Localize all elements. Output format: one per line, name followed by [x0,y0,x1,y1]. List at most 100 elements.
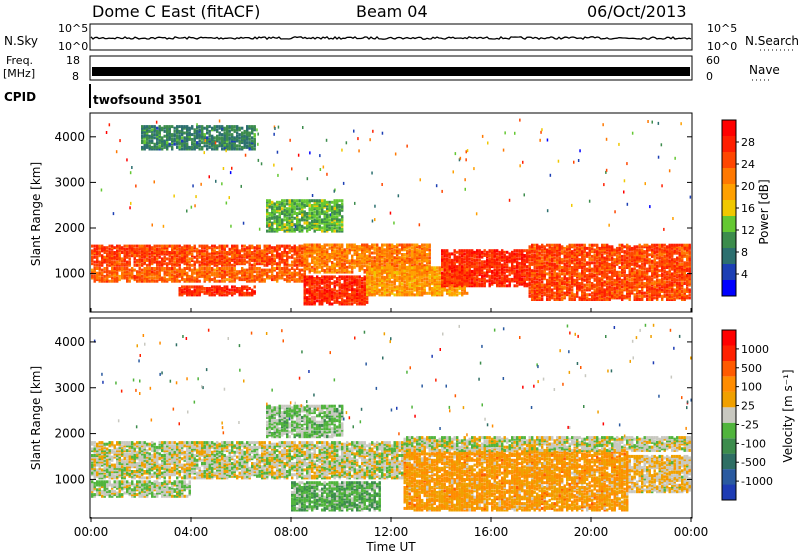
power-cell [521,249,523,252]
power-cell [359,275,361,278]
power-band-3 [304,275,369,305]
power-cell [279,253,281,256]
power-cell [621,266,623,269]
power-cell [334,250,336,253]
power-cell [136,270,138,273]
power-cell [464,264,466,267]
power-cell [181,269,183,272]
power-cell [471,257,473,260]
power-cell [479,278,481,281]
power-cell [604,244,606,247]
power-cell [621,258,623,261]
power-cell [589,272,591,275]
power-cell [191,246,193,249]
power-cell [161,245,163,248]
power-cell [194,289,196,292]
power-cell [476,249,478,252]
power-cell [276,272,278,275]
power-cell [121,262,123,265]
power-cell [539,245,541,248]
power-cell [104,278,106,281]
power-cell [254,267,256,270]
power-cell [359,245,361,248]
power-cell [254,275,256,278]
power-cell [411,247,413,250]
power-cell [406,273,408,276]
power-cell [384,244,386,247]
power-cell [639,282,641,285]
power-cell [281,251,283,254]
power-cell [226,285,228,288]
power-cell [331,244,333,247]
power-cell [446,272,448,275]
power-cell [529,245,531,248]
power-cell [346,250,348,253]
power-cell [341,275,343,278]
power-cell [531,277,533,280]
power-cell [559,279,561,282]
power-cell [216,259,218,262]
power-cell [269,275,271,278]
power-cell [531,261,533,264]
power-cell [244,253,246,256]
power-cell [174,251,176,254]
power-cell [329,244,331,247]
power-cell [314,244,316,247]
power-cell [186,245,188,248]
power-cell [594,249,596,252]
power-cell [631,290,633,293]
power-cell [131,267,133,270]
power-cell [556,244,558,247]
power-cell [331,303,333,306]
power-cell [231,289,233,292]
power-cell [106,246,108,249]
power-cell [341,298,343,301]
power-cell [604,280,606,283]
power-cell [114,251,116,254]
power-cell [136,264,138,267]
power-cell [304,244,306,247]
power-cell [164,262,166,265]
power-cell [336,290,338,293]
power-cell [546,249,548,252]
power-cell [251,289,253,292]
power-cell [551,244,553,247]
power-cell [604,298,606,301]
power-cell [526,268,528,271]
nsky-tick-top: 10^5 [58,22,88,35]
power-cell [511,251,513,254]
power-cell [174,261,176,264]
power-cell [289,277,291,280]
power-cell [156,280,158,283]
power-cell [534,247,536,250]
power-cell [199,249,201,252]
power-cell [246,251,248,254]
power-cell [146,248,148,251]
power-cell [154,245,156,248]
power-cell [184,285,186,288]
power-cell [319,277,321,280]
power-cell [254,285,256,288]
power-cell [236,277,238,280]
power-cell [379,247,381,250]
power-cell [394,293,396,296]
power-cell [429,259,431,262]
power-cell [346,282,348,285]
power-cell [639,290,641,293]
power-cell [104,267,106,270]
power-cell [516,249,518,252]
power-cell [154,267,156,270]
power-cell [116,267,118,270]
power-cell [624,269,626,272]
power-cell [481,260,483,263]
power-cell [626,277,628,280]
power-cell [329,253,331,256]
power-cell [219,254,221,257]
power-cell [619,266,621,269]
power-cell [489,254,491,257]
power-cell [504,272,506,275]
power-cell [434,266,436,269]
power-cell [221,267,223,270]
power-cell [534,269,536,272]
power-cell [384,282,386,285]
